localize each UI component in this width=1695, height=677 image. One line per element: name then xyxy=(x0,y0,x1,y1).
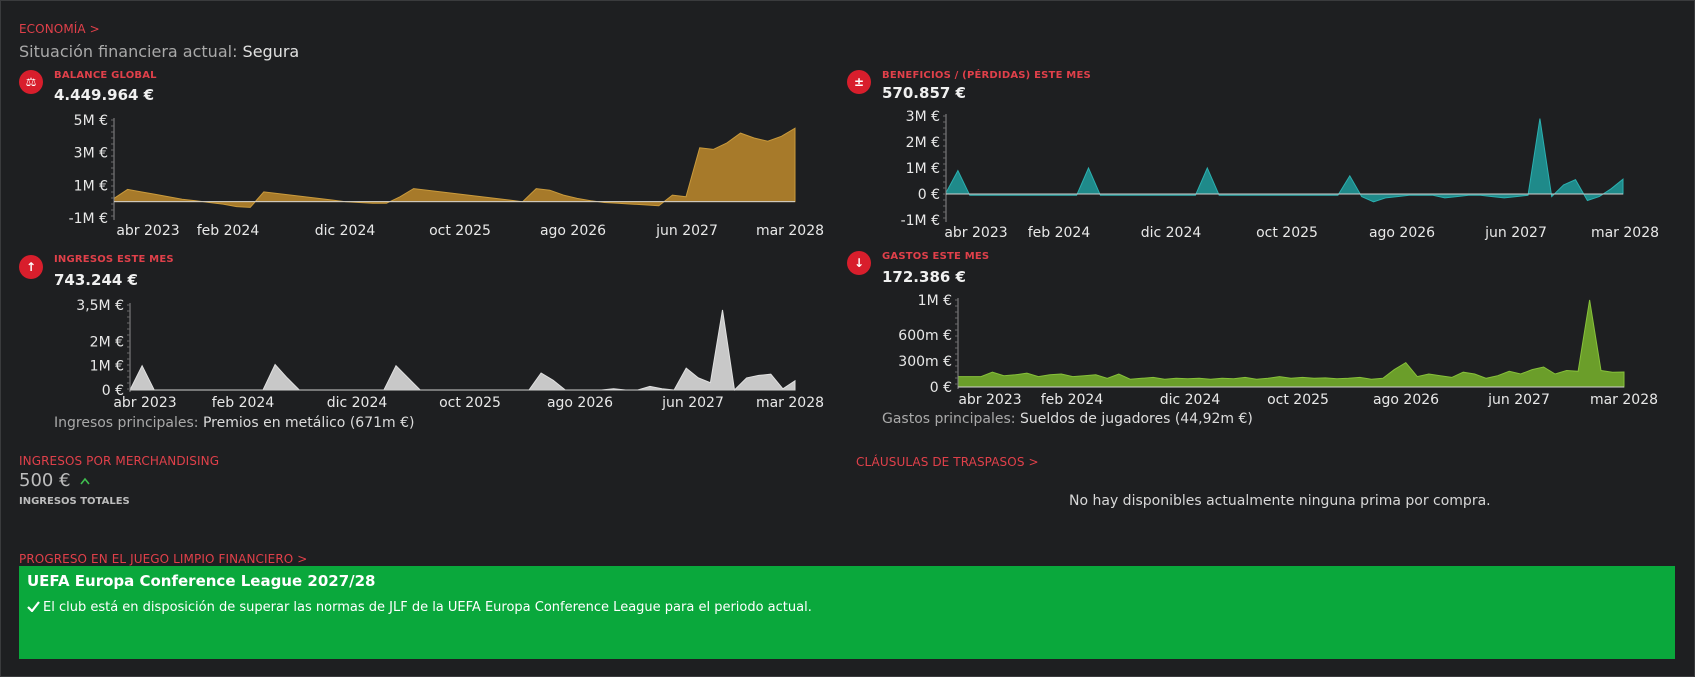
balance-x-tick-label: oct 2025 xyxy=(429,223,491,239)
expenses-note-value: Sueldos de jugadores (44,92m €) xyxy=(1019,411,1253,427)
balance-x-tick-label: feb 2024 xyxy=(197,223,260,239)
income-value[interactable]: 743.244 € xyxy=(54,271,138,289)
income-x-tick-label: dic 2024 xyxy=(327,395,388,411)
income-note-label: Ingresos principales: xyxy=(54,415,199,431)
ffp-status-box: UEFA Europa Conference League 2027/28 El… xyxy=(19,566,1675,659)
expenses-main-note: Gastos principales: Sueldos de jugadores… xyxy=(882,411,1253,427)
ffp-status: El club está en disposición de superar l… xyxy=(27,600,812,615)
income-x-tick-label: mar 2028 xyxy=(756,395,824,411)
balance-scale-icon: ⚖ xyxy=(19,70,43,94)
merchandising-value-row: 500 € xyxy=(19,470,90,491)
profit-y-tick-label: 1M € xyxy=(906,161,940,177)
merchandising-title[interactable]: INGRESOS POR MERCHANDISING xyxy=(19,454,220,468)
income-chart[interactable]: 3,5M € 2M € 1M € 0 €abr 2023 feb 2024 dic 202… xyxy=(0,295,840,415)
expenses-x-tick-label: oct 2025 xyxy=(1267,392,1329,408)
expenses-x-tick-label: mar 2028 xyxy=(1590,392,1658,408)
expenses-area-series xyxy=(957,299,1625,388)
arrow-up-icon: ↑ xyxy=(19,255,43,279)
chevron-up-icon xyxy=(80,477,90,485)
profit-y-tick-label: -1M € xyxy=(901,213,940,229)
profit-title: BENEFICIOS / (PÉRDIDAS) ESTE MES xyxy=(882,70,1091,81)
expenses-x-tick-label: abr 2023 xyxy=(958,392,1021,408)
balance-x-tick-label: ago 2026 xyxy=(540,223,606,239)
expenses-y-tick-label: 1M € xyxy=(918,293,952,309)
profit-chart[interactable]: 3M € 2M € 1M € 0 € -1M €abr 2023 feb 2024 dic … xyxy=(846,106,1666,246)
profit-area-series xyxy=(945,118,1624,203)
financial-status: Situación financiera actual: Segura xyxy=(19,42,299,61)
financial-status-label: Situación financiera actual: xyxy=(19,42,238,61)
expenses-x-tick-label: jun 2027 xyxy=(1487,392,1550,408)
profit-x-tick-label: abr 2023 xyxy=(944,225,1007,241)
balance-x-tick-label: jun 2027 xyxy=(655,223,718,239)
expenses-chart[interactable]: 1M € 600m € 300m € 0 € abr 2023 feb 2024 dic 2… xyxy=(846,290,1666,415)
ffp-competition: UEFA Europa Conference League 2027/28 xyxy=(27,572,376,590)
merchandising-value: 500 € xyxy=(19,470,71,491)
balance-title: BALANCE GLOBAL xyxy=(54,70,157,81)
expenses-y-tick-label: 600m € xyxy=(898,328,952,344)
profit-y-tick-label: 2M € xyxy=(906,135,940,151)
balance-area-series xyxy=(113,127,796,208)
income-note-value: Premios en metálico (671m €) xyxy=(202,415,415,431)
income-x-tick-label: feb 2024 xyxy=(212,395,275,411)
balance-y-tick-label: 1M € xyxy=(74,178,108,194)
income-x-tick-label: jun 2027 xyxy=(661,395,724,411)
profit-y-tick-label: 0 € xyxy=(918,187,940,203)
profit-x-tick-label: ago 2026 xyxy=(1369,225,1435,241)
merchandising-caption: INGRESOS TOTALES xyxy=(19,496,130,507)
expenses-x-tick-label: dic 2024 xyxy=(1160,392,1221,408)
income-area-series xyxy=(129,309,796,392)
transfer-clauses-message: No hay disponibles actualmente ninguna p… xyxy=(1069,493,1491,509)
income-y-tick-label: 3,5M € xyxy=(76,298,124,314)
expenses-x-tick-label: feb 2024 xyxy=(1041,392,1104,408)
income-x-tick-label: abr 2023 xyxy=(113,395,176,411)
balance-value[interactable]: 4.449.964 € xyxy=(54,86,155,104)
profit-y-tick-label: 3M € xyxy=(906,109,940,125)
expenses-y-tick-label: 300m € xyxy=(898,354,952,370)
expenses-note-label: Gastos principales: xyxy=(882,411,1016,427)
plus-minus-icon: ± xyxy=(847,70,871,94)
income-y-tick-label: 0 € xyxy=(102,383,124,399)
expenses-title: GASTOS ESTE MES xyxy=(882,251,990,262)
profit-x-tick-label: feb 2024 xyxy=(1028,225,1091,241)
expenses-value[interactable]: 172.386 € xyxy=(882,268,966,286)
income-y-tick-label: 1M € xyxy=(90,359,124,375)
financial-status-value: Segura xyxy=(242,42,300,61)
balance-x-tick-label: abr 2023 xyxy=(116,223,179,239)
balance-y-tick-label: 5M € xyxy=(74,113,108,129)
ffp-progress-link[interactable]: PROGRESO EN EL JUEGO LIMPIO FINANCIERO > xyxy=(19,552,308,566)
checkmark-icon xyxy=(27,601,40,613)
expenses-y-tick-label: 0 € xyxy=(930,380,952,396)
income-x-tick-label: oct 2025 xyxy=(439,395,501,411)
balance-chart[interactable]: 5M € 3M € 1M € -1M € abr 2023 feb 2024 dic 202… xyxy=(0,108,840,248)
balance-x-tick-label: dic 2024 xyxy=(315,223,376,239)
transfer-clauses-link[interactable]: CLÁUSULAS DE TRASPASOS > xyxy=(856,455,1039,469)
profit-x-tick-label: oct 2025 xyxy=(1256,225,1318,241)
economy-link[interactable]: ECONOMÍA > xyxy=(19,22,100,36)
balance-y-tick-label: 3M € xyxy=(74,146,108,162)
arrow-down-icon: ↓ xyxy=(847,251,871,275)
income-x-tick-label: ago 2026 xyxy=(547,395,613,411)
income-main-note: Ingresos principales: Premios en metálic… xyxy=(54,415,414,431)
expenses-x-tick-label: ago 2026 xyxy=(1373,392,1439,408)
profit-x-tick-label: mar 2028 xyxy=(1591,225,1659,241)
ffp-status-text: El club está en disposición de superar l… xyxy=(43,600,812,615)
income-y-tick-label: 2M € xyxy=(90,334,124,350)
balance-x-tick-label: mar 2028 xyxy=(756,223,824,239)
profit-x-tick-label: dic 2024 xyxy=(1141,225,1202,241)
profit-x-tick-label: jun 2027 xyxy=(1484,225,1547,241)
profit-value[interactable]: 570.857 € xyxy=(882,84,966,102)
balance-y-tick-label: -1M € xyxy=(69,211,108,227)
income-title: INGRESOS ESTE MES xyxy=(54,254,174,265)
